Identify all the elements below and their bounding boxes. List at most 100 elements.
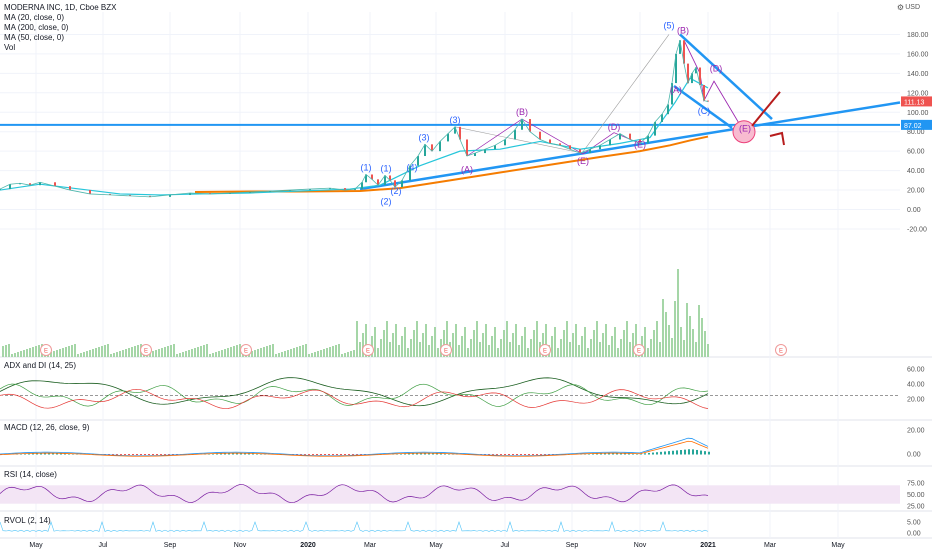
earnings-marker-label: E (44, 349, 48, 355)
volume-bar (296, 347, 298, 357)
macd-histogram-bar (140, 454, 142, 456)
last-price-tag: 111.13 (904, 99, 924, 106)
wave-label: (1) (381, 164, 392, 174)
volume-bar (266, 346, 268, 357)
price-candle (0, 189, 1, 191)
volume-bar (263, 347, 265, 357)
wave-label: (B) (677, 25, 689, 35)
volume-bar (479, 342, 481, 357)
volume-bar (23, 350, 25, 357)
gear-icon[interactable]: ⚙ (896, 3, 904, 12)
earnings-marker (362, 344, 374, 356)
macd-histogram-bar (132, 454, 134, 456)
volume-bar (485, 324, 487, 357)
volume-bar (695, 342, 697, 357)
macd-histogram-bar (220, 453, 222, 455)
macd-histogram-bar (616, 453, 618, 455)
price-candle (344, 188, 346, 191)
price-candle (514, 129, 516, 140)
volume-bar (395, 324, 397, 357)
earnings-marker-label: E (144, 349, 148, 355)
volume-bar (116, 352, 118, 357)
volume-bar (614, 327, 616, 357)
volume-bar (71, 345, 73, 357)
volume-bar (200, 346, 202, 357)
adx-panel-label[interactable]: ADX and DI (14, 25) (4, 361, 77, 370)
macd-histogram-bar (708, 451, 710, 455)
volume-bar (701, 318, 703, 357)
volume-bar (152, 351, 154, 357)
ma20-label[interactable]: MA (20, close, 0) (4, 13, 65, 22)
volume-bar (344, 353, 346, 357)
price-candle (229, 192, 231, 194)
price-candle (703, 85, 705, 101)
macd-histogram-bar (296, 454, 298, 455)
price-candle (361, 182, 363, 190)
volume-bar (674, 301, 676, 357)
volume-bar (611, 336, 613, 357)
volume-bar (77, 354, 79, 357)
wave-connector (454, 34, 670, 154)
price-candle (309, 189, 311, 191)
volume-bar (284, 351, 286, 357)
macd-histogram-bar (508, 454, 510, 456)
macd-histogram-bar (256, 453, 258, 455)
macd-histogram-bar (348, 454, 350, 455)
rvol-panel-label[interactable]: RVOL (2, 14) (4, 516, 51, 525)
abcde-path (466, 118, 641, 157)
volume-bar (380, 339, 382, 357)
volume-bar (59, 349, 61, 357)
macd-histogram-bar (696, 449, 698, 455)
macd-histogram-bar (428, 453, 430, 455)
volume-bar (227, 348, 229, 357)
price-candle (699, 67, 701, 86)
volume-bar (629, 342, 631, 357)
volume-bar (551, 336, 553, 357)
price-candle (89, 190, 91, 194)
volume-bar (218, 351, 220, 357)
symbol-title[interactable]: MODERNA INC, 1D, Cboe BZX (4, 3, 117, 12)
macd-histogram-bar (648, 452, 650, 455)
volume-bar (422, 333, 424, 357)
wave-label: (2) (391, 186, 402, 196)
volume-bar (473, 330, 475, 357)
adx-axis-tick: 60.00 (907, 367, 925, 374)
volume-bar (536, 321, 538, 357)
macd-histogram-bar (492, 454, 494, 455)
ma50-label[interactable]: MA (50, close, 0) (4, 33, 65, 42)
rising-trendline (359, 101, 901, 191)
macd-histogram-bar (512, 454, 514, 456)
volume-bar (35, 346, 37, 357)
volume-bar (62, 348, 64, 357)
volume-bar (332, 346, 334, 357)
volume-bar (281, 352, 283, 357)
volume-bar (251, 351, 253, 357)
price-candle (9, 184, 11, 190)
rsi-panel-label[interactable]: RSI (14, close) (4, 470, 57, 479)
price-candle (109, 193, 111, 195)
vol-label[interactable]: Vol (4, 43, 16, 52)
volume-bar (686, 303, 688, 357)
x-axis-tick: May (29, 542, 43, 549)
volume-bar (584, 327, 586, 357)
volume-bar (137, 345, 139, 357)
rvol-axis-tick: 0.00 (907, 531, 921, 538)
macd-histogram-bar (604, 453, 606, 455)
price-axis-tick: -20.00 (907, 226, 927, 233)
macd-panel-label[interactable]: MACD (12, 26, close, 9) (4, 423, 90, 432)
macd-histogram-bar (324, 454, 326, 456)
volume-bar (203, 345, 205, 357)
ma200-label[interactable]: MA (200, close, 0) (4, 23, 69, 32)
volume-bar (308, 354, 310, 357)
volume-bar (242, 354, 244, 357)
macd-histogram-bar (652, 452, 654, 455)
volume-bar (653, 330, 655, 357)
volume-bar (545, 324, 547, 357)
volume-bar (173, 344, 175, 357)
x-axis-tick: 2020 (300, 542, 316, 549)
macd-histogram-bar (704, 451, 706, 455)
volume-bar (347, 352, 349, 357)
volume-bar (5, 345, 7, 357)
volume-bar (704, 331, 706, 357)
